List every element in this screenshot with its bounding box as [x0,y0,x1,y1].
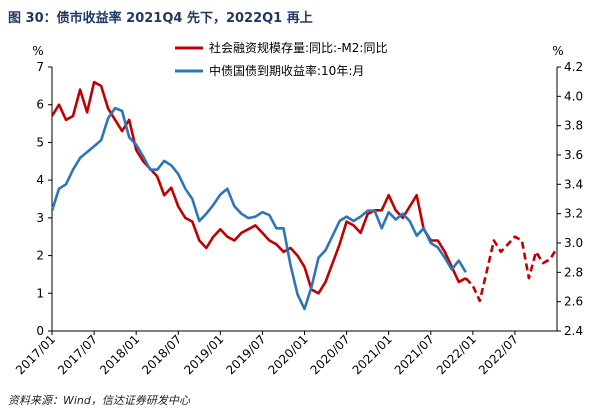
y-right-tick-label: 3.8 [564,119,583,133]
x-tick-label: 2017/01 [13,332,58,377]
y-left-tick-label: 1 [36,286,44,300]
figure-source: 资料来源：Wind，信达证券研发中心 [8,394,190,407]
figure-title: 图 30：债市收益率 2021Q4 先下，2022Q1 再上 [8,11,313,26]
y-right-tick-label: 3.0 [564,236,583,250]
legend-label-sf-m2: 社会融资规模存量:同比:-M2:同比 [209,40,387,55]
y-left-tick-label: 6 [36,98,44,112]
x-tick-label: 2019/07 [223,332,268,377]
y-left-tick-label: 7 [36,60,44,74]
y-left-ticks: 0 1 2 3 4 5 6 7 [36,60,52,338]
x-tick-label: 2022/01 [434,332,479,377]
y-right-ticks: 2.4 2.6 2.8 3.0 3.2 3.4 3.6 3.8 4.0 4.2 [557,60,583,338]
x-tick-label: 2021/01 [350,332,395,377]
x-tick-label: 2021/07 [392,332,437,377]
x-tick-label: 2017/07 [55,332,100,377]
y-left-tick-label: 0 [36,324,44,338]
y-left-tick-label: 4 [36,173,44,187]
series-layer [50,80,559,311]
y-right-tick-label: 4.2 [564,60,583,74]
y-left-tick-label: 2 [36,249,44,263]
series-line-bond-yield [50,106,467,311]
y-right-tick-label: 2.8 [564,265,583,279]
y-right-tick-label: 2.6 [564,295,583,309]
legend: 社会融资规模存量:同比:-M2:同比 中债国债到期收益率:10年:月 [175,40,387,78]
y-right-tick-label: 3.6 [564,148,583,162]
x-tick-label: 2022/07 [476,332,521,377]
x-tick-label: 2018/07 [139,332,184,377]
x-tick-label: 2020/01 [265,332,310,377]
y-left-unit-label: % [32,44,43,58]
series-line-sf-m2-forecast [464,235,559,303]
x-tick-label: 2020/07 [308,332,353,377]
y-left-tick-label: 5 [36,135,44,149]
y-right-tick-label: 3.2 [564,207,583,221]
x-tick-label: 2019/01 [181,332,226,377]
legend-label-bond-yield: 中债国债到期收益率:10年:月 [209,63,364,78]
series-line-sf-m2 [50,80,467,295]
y-right-tick-label: 3.4 [564,177,583,191]
x-ticks: 2017/012017/072018/012018/072019/012019/… [13,331,521,377]
y-right-tick-label: 2.4 [564,324,583,338]
y-left-tick-label: 3 [36,211,44,225]
y-right-tick-label: 4.0 [564,89,583,103]
x-tick-label: 2018/01 [97,332,142,377]
y-right-unit-label: % [552,44,563,58]
